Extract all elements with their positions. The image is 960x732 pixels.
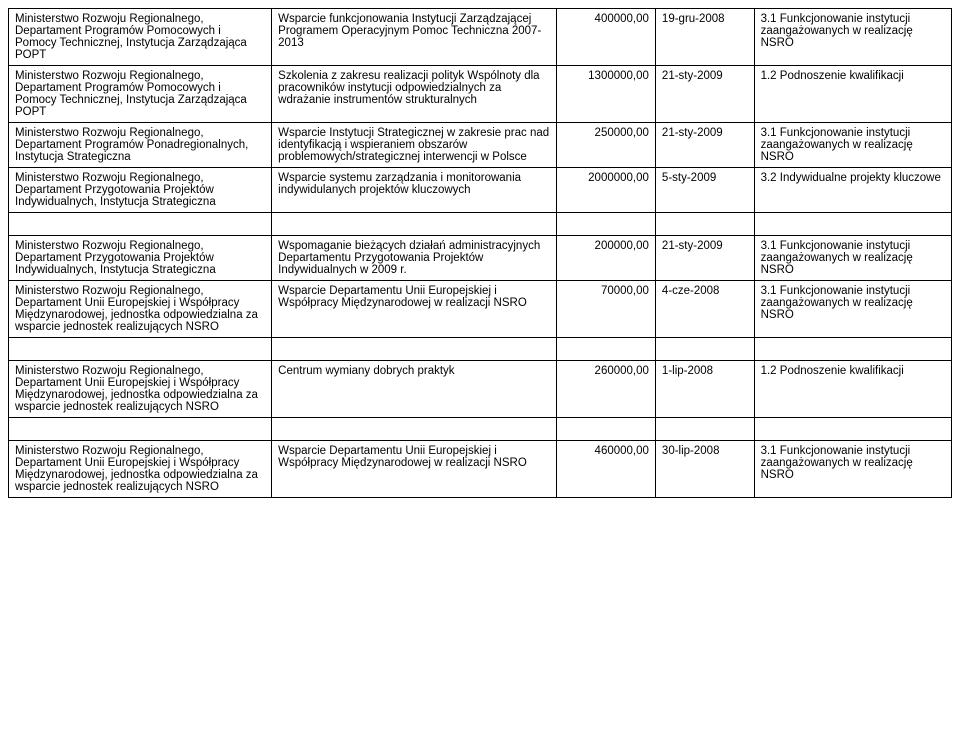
spacer-cell — [557, 213, 656, 236]
table-row: Ministerstwo Rozwoju Regionalnego, Depar… — [9, 9, 952, 66]
cell-col-4: 3.1 Funkcjonowanie instytucji zaangażowa… — [754, 9, 951, 66]
spacer-row — [9, 338, 952, 361]
table-row: Ministerstwo Rozwoju Regionalnego, Depar… — [9, 361, 952, 418]
cell-col-2: 200000,00 — [557, 236, 656, 281]
spacer-cell — [557, 338, 656, 361]
spacer-cell — [655, 418, 754, 441]
table-row: Ministerstwo Rozwoju Regionalnego, Depar… — [9, 123, 952, 168]
cell-col-0: Ministerstwo Rozwoju Regionalnego, Depar… — [9, 66, 272, 123]
cell-col-2: 260000,00 — [557, 361, 656, 418]
spacer-cell — [272, 418, 557, 441]
cell-col-1: Szkolenia z zakresu realizacji polityk W… — [272, 66, 557, 123]
cell-col-0: Ministerstwo Rozwoju Regionalnego, Depar… — [9, 361, 272, 418]
cell-col-4: 1.2 Podnoszenie kwalifikacji — [754, 66, 951, 123]
cell-col-3: 21-sty-2009 — [655, 66, 754, 123]
cell-col-2: 460000,00 — [557, 441, 656, 498]
spacer-cell — [9, 213, 272, 236]
spacer-cell — [9, 338, 272, 361]
cell-col-0: Ministerstwo Rozwoju Regionalnego, Depar… — [9, 441, 272, 498]
spacer-cell — [754, 213, 951, 236]
cell-col-2: 1300000,00 — [557, 66, 656, 123]
cell-col-1: Wsparcie Instytucji Strategicznej w zakr… — [272, 123, 557, 168]
cell-col-3: 21-sty-2009 — [655, 123, 754, 168]
cell-col-4: 3.1 Funkcjonowanie instytucji zaangażowa… — [754, 281, 951, 338]
cell-col-3: 21-sty-2009 — [655, 236, 754, 281]
cell-col-1: Wsparcie Departamentu Unii Europejskiej … — [272, 441, 557, 498]
cell-col-2: 2000000,00 — [557, 168, 656, 213]
spacer-cell — [272, 213, 557, 236]
cell-col-3: 30-lip-2008 — [655, 441, 754, 498]
table-row: Ministerstwo Rozwoju Regionalnego, Depar… — [9, 168, 952, 213]
spacer-cell — [9, 418, 272, 441]
cell-col-0: Ministerstwo Rozwoju Regionalnego, Depar… — [9, 123, 272, 168]
cell-col-0: Ministerstwo Rozwoju Regionalnego, Depar… — [9, 9, 272, 66]
cell-col-1: Centrum wymiany dobrych praktyk — [272, 361, 557, 418]
projects-table: Ministerstwo Rozwoju Regionalnego, Depar… — [8, 8, 952, 498]
spacer-row — [9, 213, 952, 236]
cell-col-4: 3.1 Funkcjonowanie instytucji zaangażowa… — [754, 441, 951, 498]
cell-col-3: 4-cze-2008 — [655, 281, 754, 338]
cell-col-3: 1-lip-2008 — [655, 361, 754, 418]
table-row: Ministerstwo Rozwoju Regionalnego, Depar… — [9, 281, 952, 338]
cell-col-3: 5-sty-2009 — [655, 168, 754, 213]
table-row: Ministerstwo Rozwoju Regionalnego, Depar… — [9, 236, 952, 281]
spacer-row — [9, 418, 952, 441]
spacer-cell — [655, 213, 754, 236]
cell-col-0: Ministerstwo Rozwoju Regionalnego, Depar… — [9, 168, 272, 213]
cell-col-2: 70000,00 — [557, 281, 656, 338]
cell-col-3: 19-gru-2008 — [655, 9, 754, 66]
cell-col-2: 400000,00 — [557, 9, 656, 66]
spacer-cell — [754, 418, 951, 441]
spacer-cell — [754, 338, 951, 361]
cell-col-1: Wspomaganie bieżących działań administra… — [272, 236, 557, 281]
cell-col-2: 250000,00 — [557, 123, 656, 168]
cell-col-1: Wsparcie funkcjonowania Instytucji Zarzą… — [272, 9, 557, 66]
cell-col-0: Ministerstwo Rozwoju Regionalnego, Depar… — [9, 236, 272, 281]
spacer-cell — [557, 418, 656, 441]
cell-col-1: Wsparcie Departamentu Unii Europejskiej … — [272, 281, 557, 338]
cell-col-4: 3.1 Funkcjonowanie instytucji zaangażowa… — [754, 123, 951, 168]
cell-col-1: Wsparcie systemu zarządzania i monitorow… — [272, 168, 557, 213]
spacer-cell — [655, 338, 754, 361]
cell-col-4: 3.2 Indywidualne projekty kluczowe — [754, 168, 951, 213]
cell-col-4: 1.2 Podnoszenie kwalifikacji — [754, 361, 951, 418]
table-row: Ministerstwo Rozwoju Regionalnego, Depar… — [9, 441, 952, 498]
cell-col-0: Ministerstwo Rozwoju Regionalnego, Depar… — [9, 281, 272, 338]
spacer-cell — [272, 338, 557, 361]
cell-col-4: 3.1 Funkcjonowanie instytucji zaangażowa… — [754, 236, 951, 281]
table-row: Ministerstwo Rozwoju Regionalnego, Depar… — [9, 66, 952, 123]
